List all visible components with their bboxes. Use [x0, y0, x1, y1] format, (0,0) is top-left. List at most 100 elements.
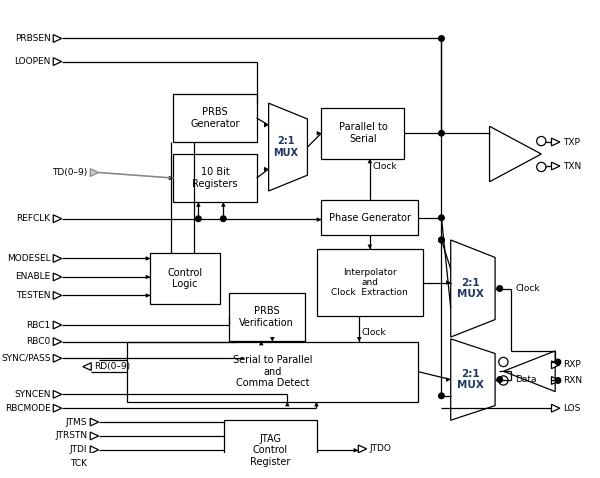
Circle shape	[499, 358, 508, 367]
Polygon shape	[357, 337, 362, 342]
Text: Phase Generator: Phase Generator	[329, 213, 411, 223]
Polygon shape	[358, 445, 367, 453]
Text: 10 Bit
Registers: 10 Bit Registers	[192, 167, 238, 189]
Text: PRBSEN: PRBSEN	[15, 34, 50, 43]
Bar	[322, 200, 418, 235]
Text: 2:1
MUX: 2:1 MUX	[274, 136, 299, 158]
Circle shape	[536, 136, 546, 146]
Polygon shape	[368, 159, 372, 163]
Polygon shape	[53, 338, 62, 346]
Polygon shape	[53, 255, 62, 262]
Circle shape	[555, 378, 561, 383]
Circle shape	[439, 36, 444, 41]
Text: JTRSTN: JTRSTN	[55, 432, 88, 440]
Polygon shape	[90, 169, 98, 176]
Text: Serial to Parallel
and
Comma Detect: Serial to Parallel and Comma Detect	[233, 355, 313, 388]
Polygon shape	[53, 404, 62, 412]
Circle shape	[439, 215, 444, 220]
Text: REFCLK: REFCLK	[16, 214, 50, 223]
Polygon shape	[503, 351, 555, 391]
Bar	[173, 94, 257, 142]
Polygon shape	[451, 240, 495, 337]
Text: JTDI: JTDI	[70, 445, 88, 454]
Text: JTAG
Control
Register: JTAG Control Register	[250, 434, 290, 467]
Polygon shape	[169, 176, 173, 180]
Polygon shape	[551, 361, 560, 369]
Text: RD(0–9): RD(0–9)	[94, 362, 130, 371]
Text: TXN: TXN	[563, 162, 581, 171]
Polygon shape	[314, 402, 319, 406]
Text: RBCMODE: RBCMODE	[5, 404, 50, 413]
Text: TESTEN: TESTEN	[16, 291, 50, 300]
Bar	[224, 420, 317, 478]
Text: 2:1
MUX: 2:1 MUX	[457, 369, 484, 391]
Text: LOS: LOS	[563, 404, 580, 413]
Bar	[322, 108, 404, 159]
Text: SYNC/PASS: SYNC/PASS	[1, 354, 50, 363]
Text: SYNCEN: SYNCEN	[14, 390, 50, 399]
Circle shape	[497, 377, 502, 382]
Polygon shape	[259, 341, 263, 346]
Polygon shape	[490, 126, 541, 182]
Text: TD(0–9): TD(0–9)	[52, 168, 88, 177]
Circle shape	[439, 237, 444, 243]
Polygon shape	[146, 256, 150, 261]
Polygon shape	[90, 460, 98, 467]
Text: LOOPEN: LOOPEN	[14, 57, 50, 66]
Polygon shape	[53, 321, 62, 329]
Text: Clock: Clock	[362, 328, 386, 337]
Text: ENABLE: ENABLE	[15, 272, 50, 282]
Circle shape	[439, 130, 444, 136]
Polygon shape	[551, 404, 560, 412]
Text: MODESEL: MODESEL	[7, 254, 50, 263]
Polygon shape	[53, 58, 62, 65]
Polygon shape	[317, 217, 322, 222]
Polygon shape	[446, 280, 451, 285]
Circle shape	[536, 163, 546, 172]
Polygon shape	[53, 273, 62, 281]
Polygon shape	[270, 337, 275, 342]
Polygon shape	[221, 202, 226, 206]
Text: 2:1
MUX: 2:1 MUX	[457, 278, 484, 299]
Text: TXP: TXP	[563, 138, 580, 146]
Polygon shape	[264, 167, 269, 171]
Text: RXN: RXN	[563, 376, 582, 385]
Text: JTDO: JTDO	[370, 445, 391, 454]
Circle shape	[499, 376, 508, 385]
Polygon shape	[264, 123, 269, 128]
Polygon shape	[196, 202, 200, 206]
Bar	[317, 249, 423, 316]
Text: JTMS: JTMS	[66, 418, 88, 426]
Text: RXP: RXP	[563, 360, 580, 369]
Text: RBC0: RBC0	[26, 337, 50, 346]
Polygon shape	[551, 377, 560, 384]
Circle shape	[439, 393, 444, 399]
Text: PRBS
Verification: PRBS Verification	[239, 306, 294, 327]
Polygon shape	[146, 275, 150, 279]
Polygon shape	[90, 432, 98, 440]
Text: Data: Data	[515, 375, 537, 384]
Polygon shape	[446, 377, 451, 382]
Text: PRBS
Generator: PRBS Generator	[190, 107, 240, 129]
Text: Control
Logic: Control Logic	[167, 268, 203, 289]
Polygon shape	[53, 215, 62, 223]
Text: Parallel to
Serial: Parallel to Serial	[338, 122, 387, 144]
Text: Clock: Clock	[373, 162, 397, 171]
Bar	[229, 293, 305, 341]
Polygon shape	[451, 339, 495, 420]
Polygon shape	[285, 402, 290, 406]
Polygon shape	[368, 245, 372, 249]
Polygon shape	[53, 391, 62, 398]
Polygon shape	[90, 446, 98, 454]
Circle shape	[497, 286, 502, 291]
Bar	[127, 342, 418, 402]
Polygon shape	[53, 354, 62, 362]
Polygon shape	[53, 34, 62, 43]
Text: Clock: Clock	[515, 284, 540, 293]
Polygon shape	[551, 138, 560, 146]
Text: TCK: TCK	[70, 459, 88, 468]
Polygon shape	[269, 103, 307, 191]
Circle shape	[439, 237, 444, 243]
Polygon shape	[353, 448, 358, 453]
Bar	[150, 253, 220, 304]
